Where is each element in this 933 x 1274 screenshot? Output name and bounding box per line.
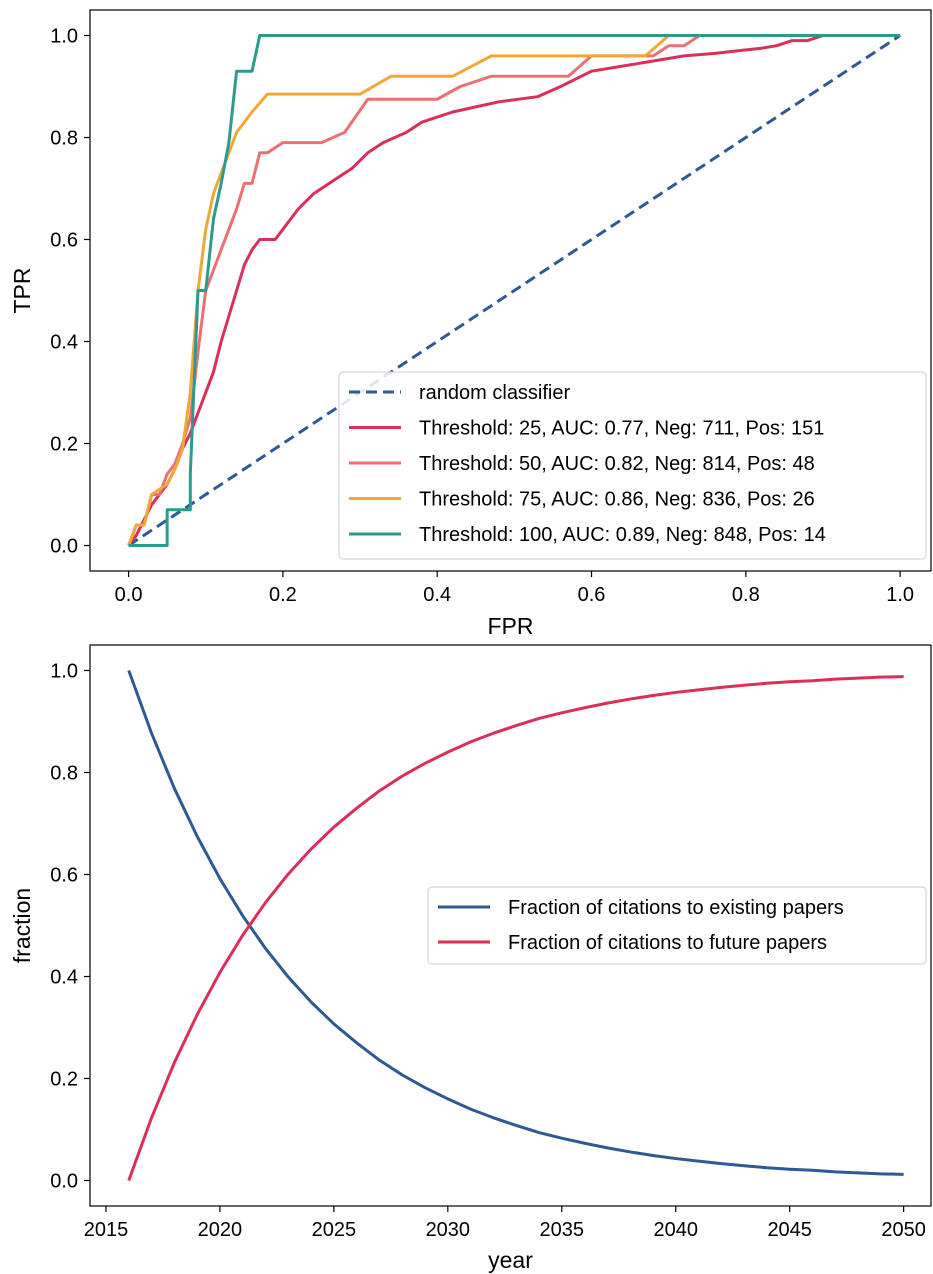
x-tick-label: 2025 xyxy=(312,1219,357,1241)
x-tick-label: 2020 xyxy=(198,1219,243,1241)
x-tick-label: 2040 xyxy=(653,1219,698,1241)
legend-entry-label: Threshold: 25, AUC: 0.77, Neg: 711, Pos:… xyxy=(419,418,824,440)
y-tick-label: 0.6 xyxy=(50,865,78,887)
series-line-0 xyxy=(127,34,901,547)
legend: Fraction of citations to existing papers… xyxy=(427,886,927,965)
series-group xyxy=(127,669,904,1182)
legend-entry-label: Fraction of citations to existing papers xyxy=(508,897,844,919)
legend: random classifier Threshold: 25, AUC: 0.7… xyxy=(338,371,927,560)
x-tick-label: 1.0 xyxy=(886,584,914,606)
y-tick-label: 0.4 xyxy=(50,967,78,989)
x-tick-label: 2030 xyxy=(426,1219,471,1241)
series-line-4 xyxy=(128,34,901,547)
series-group xyxy=(127,34,901,547)
y-tick-label: 1.0 xyxy=(50,26,78,48)
y-tick-label: 0.0 xyxy=(50,1171,78,1193)
y-tick-label: 0.0 xyxy=(50,536,78,558)
roc-chart: 0.0 0.2 0.4 0.6 0.8 1.0 0.0 0.2 0.4 0.6 0.8 1.0 FPR T… xyxy=(9,9,932,639)
x-tick-label: 2045 xyxy=(767,1219,812,1241)
plot-frame xyxy=(89,9,932,572)
plot-frame xyxy=(89,644,932,1207)
legend-entry-label: Threshold: 100, AUC: 0.89, Neg: 848, Pos… xyxy=(419,524,826,546)
legend-box xyxy=(427,886,927,965)
x-tick-label: 0.4 xyxy=(423,584,451,606)
x-axis-label: FPR xyxy=(488,613,534,639)
series-line-1 xyxy=(127,34,862,547)
legend-box xyxy=(338,371,927,560)
legend-entry-label: Fraction of citations to future papers xyxy=(508,932,827,954)
series-line-3 xyxy=(127,34,692,547)
y-axis-label: fraction xyxy=(9,888,35,963)
y-tick-label: 1.0 xyxy=(50,661,78,683)
series-line-0 xyxy=(127,669,904,1176)
x-tick-label: 0.8 xyxy=(732,584,760,606)
y-tick-label: 0.6 xyxy=(50,230,78,252)
series-line-2 xyxy=(127,34,701,547)
x-axis-label: year xyxy=(488,1247,533,1273)
series-line-1 xyxy=(127,675,904,1182)
y-tick-label: 0.2 xyxy=(50,434,78,456)
x-tick-label: 0.6 xyxy=(578,584,606,606)
x-tick-label: 2035 xyxy=(540,1219,585,1241)
legend-entry-label: Threshold: 50, AUC: 0.82, Neg: 814, Pos:… xyxy=(419,453,815,475)
x-tick-label: 2050 xyxy=(881,1219,926,1241)
x-tick-label: 0.0 xyxy=(115,584,143,606)
y-tick-label: 0.8 xyxy=(50,128,78,150)
y-tick-label: 0.4 xyxy=(50,332,78,354)
legend-entry-label: random classifier xyxy=(419,382,571,404)
x-tick-label: 0.2 xyxy=(269,584,297,606)
y-tick-label: 0.2 xyxy=(50,1069,78,1091)
x-tick-label: 2015 xyxy=(84,1219,129,1241)
y-tick-label: 0.8 xyxy=(50,763,78,785)
y-axis-label: TPR xyxy=(9,268,35,314)
citation-fraction-chart: 2015 2020 2025 2030 2035 2040 2045 2050 0.0 0.2 0.… xyxy=(9,644,932,1273)
legend-entry-label: Threshold: 75, AUC: 0.86, Neg: 836, Pos:… xyxy=(419,489,815,511)
